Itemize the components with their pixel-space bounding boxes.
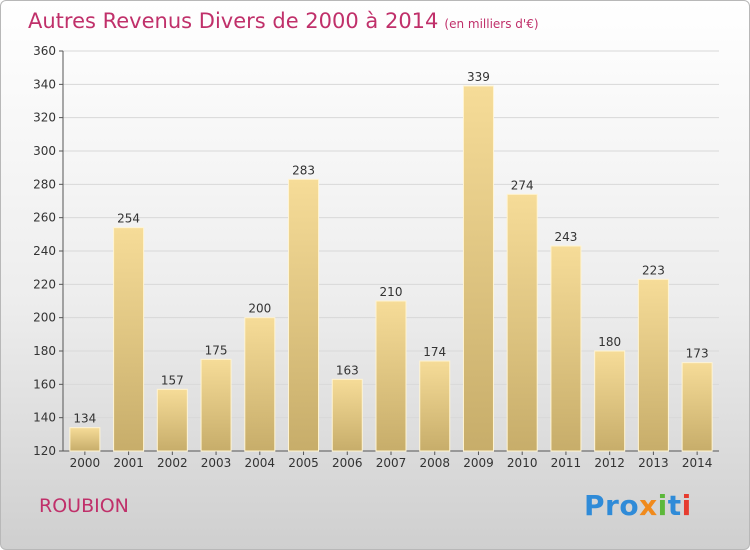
bar-2010 [506, 193, 538, 452]
x-tick-label-2007: 2007 [376, 456, 407, 470]
bar-2012 [594, 350, 626, 452]
x-tick-label-2006: 2006 [332, 456, 363, 470]
value-labels: 134 254 157 175 200 283 163 210 174 339 274 243 180 2… [73, 70, 708, 426]
value-label-2000: 134 [73, 412, 96, 426]
y-tick-label: 340 [33, 77, 56, 91]
value-label-2012: 180 [598, 335, 621, 349]
logo-part: i [657, 489, 668, 522]
bar-2003 [200, 358, 232, 452]
value-label-2006: 163 [336, 363, 359, 377]
x-tick-labels: 2000 2001 2002 2003 2004 2005 2006 2007 2008 2009… [70, 456, 713, 470]
y-tick-label: 140 [33, 411, 56, 425]
value-label-2011: 243 [554, 230, 577, 244]
bar-2013 [637, 278, 669, 452]
value-label-2002: 157 [161, 373, 184, 387]
bar-2009 [462, 85, 494, 452]
bar-2000 [69, 427, 101, 452]
bar-2004 [244, 317, 276, 452]
logo-part: x [639, 489, 658, 522]
x-tick-label-2002: 2002 [157, 456, 188, 470]
x-tick-label-2004: 2004 [245, 456, 276, 470]
bar-2007 [375, 300, 407, 452]
value-label-2009: 339 [467, 70, 490, 84]
x-tick-label-2013: 2013 [638, 456, 669, 470]
x-tick-label-2009: 2009 [463, 456, 494, 470]
y-tick-label: 160 [33, 377, 56, 391]
bars [69, 85, 713, 452]
y-tick-label: 280 [33, 177, 56, 191]
value-label-2005: 283 [292, 163, 315, 177]
y-tick-label: 240 [33, 244, 56, 258]
bar-2001 [113, 227, 145, 452]
x-tick-label-2011: 2011 [551, 456, 582, 470]
bar-2008 [419, 360, 451, 452]
x-tick-label-2003: 2003 [201, 456, 232, 470]
y-tick-labels: 120 140 160 180 200 220 240 260 280 300 320 340 360 [33, 44, 56, 458]
x-tick-label-2005: 2005 [288, 456, 319, 470]
town-name: ROUBION [39, 495, 129, 517]
y-tick-label: 220 [33, 277, 56, 291]
y-tick-label: 180 [33, 344, 56, 358]
logo-part: Pro [584, 489, 640, 522]
value-label-2014: 173 [686, 347, 709, 361]
x-tick-label-2000: 2000 [70, 456, 101, 470]
value-label-2013: 223 [642, 263, 665, 277]
logo-part: i [681, 489, 692, 522]
title-text: Autres Revenus Divers de 2000 à 2014 [28, 9, 439, 33]
bar-2014 [681, 362, 713, 452]
y-tick-label: 260 [33, 211, 56, 225]
y-tick-label: 300 [33, 144, 56, 158]
logo-part: t [667, 489, 682, 522]
y-tick-label: 320 [33, 111, 56, 125]
value-label-2010: 274 [511, 178, 534, 192]
x-tick-label-2012: 2012 [594, 456, 625, 470]
value-label-2007: 210 [380, 285, 403, 299]
value-label-2004: 200 [248, 302, 271, 316]
x-tick-label-2001: 2001 [113, 456, 144, 470]
chart-title: Autres Revenus Divers de 2000 à 2014 (en … [28, 9, 539, 33]
x-tick-label-2010: 2010 [507, 456, 538, 470]
bar-2005 [288, 178, 320, 452]
value-label-2001: 254 [117, 212, 140, 226]
y-tick-label: 120 [33, 444, 56, 458]
y-tick-label: 360 [33, 44, 56, 58]
x-tick-label-2008: 2008 [419, 456, 450, 470]
x-tick-label-2014: 2014 [682, 456, 713, 470]
bar-2011 [550, 245, 582, 452]
unit-text: (en milliers d'€) [444, 17, 539, 31]
value-label-2008: 174 [423, 345, 446, 359]
bar-2002 [156, 388, 188, 452]
y-tick-label: 200 [33, 311, 56, 325]
proxiti-logo[interactable]: Proxiti [584, 489, 692, 522]
value-label-2003: 175 [205, 343, 228, 357]
bar-2006 [331, 378, 363, 452]
